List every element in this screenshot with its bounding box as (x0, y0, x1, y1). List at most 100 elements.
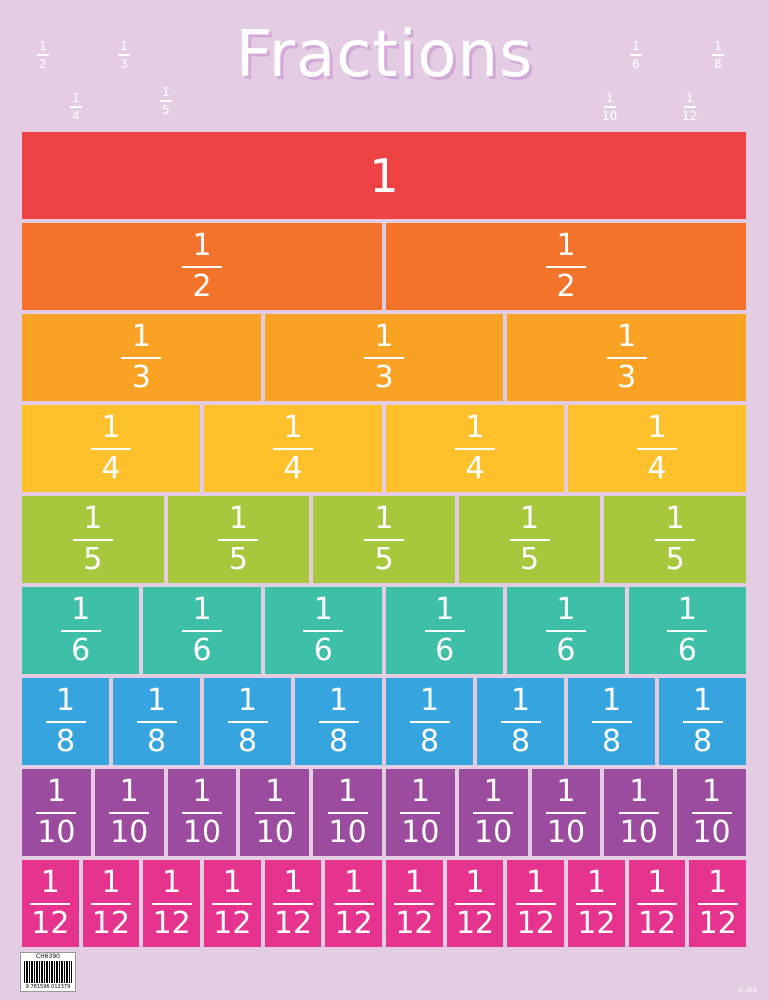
fraction-label: 1 12 (576, 864, 617, 940)
denominator: 5 (83, 542, 103, 578)
mini-fraction-bar (118, 54, 130, 56)
fraction-bar (455, 447, 495, 451)
mini-denominator: 2 (39, 56, 47, 71)
denominator: 8 (328, 724, 349, 760)
fraction-cell: 1 10 (531, 769, 601, 856)
denominator: 2 (192, 269, 212, 305)
denominator: 10 (255, 815, 294, 851)
fraction-bar (618, 811, 659, 815)
numerator: 1 (101, 409, 121, 445)
fraction-cell: 1 10 (94, 769, 164, 856)
numerator: 1 (83, 500, 103, 536)
numerator: 1 (510, 682, 531, 718)
fraction-label: 1 10 (109, 776, 150, 849)
fraction-label: 1 12 (333, 864, 374, 940)
barcode-digits: 9 781596 012379 (25, 984, 71, 990)
fraction-label: 1 10 (618, 776, 659, 849)
denominator: 8 (146, 724, 167, 760)
fraction-label: 1 12 (394, 864, 435, 940)
numerator: 1 (192, 591, 212, 627)
fraction-cell: 1 12 (143, 860, 201, 947)
denominator: 4 (465, 451, 485, 487)
fraction-bar (409, 720, 450, 724)
denominator: 4 (647, 451, 667, 487)
mini-numerator: 1 (714, 39, 722, 53)
numerator: 1 (404, 864, 424, 900)
numerator: 1 (556, 773, 576, 809)
fraction-label: 1 12 (273, 864, 314, 940)
denominator: 2 (556, 269, 576, 305)
fraction-bar (363, 538, 404, 542)
fraction-bar (182, 265, 222, 269)
denominator: 5 (520, 542, 540, 578)
fraction-cell: 1 12 (628, 860, 686, 947)
fraction-bar (637, 447, 677, 451)
denominator: 12 (213, 906, 252, 942)
fraction-bar (273, 447, 313, 451)
fraction-label: 1 12 (151, 867, 192, 942)
fraction-label: 1 10 (254, 776, 295, 851)
fraction-label: 1 12 (91, 867, 131, 940)
denominator: 12 (152, 906, 191, 942)
numerator: 1 (419, 682, 440, 718)
numerator: 1 (647, 409, 667, 445)
fraction-cell: 1 10 (22, 769, 91, 856)
denominator: 6 (677, 633, 697, 669)
fraction-cell: 1 10 (240, 769, 310, 856)
denominator: 5 (665, 542, 685, 578)
numerator: 1 (586, 864, 606, 900)
numerator: 1 (283, 864, 303, 900)
denominator: 6 (71, 633, 91, 669)
fraction-cell: 1 12 (386, 860, 443, 947)
fraction-bar (400, 811, 441, 815)
numerator: 1 (344, 864, 364, 900)
fraction-label: 1 12 (515, 864, 556, 940)
numerator: 1 (483, 773, 503, 809)
fraction-bar (318, 720, 359, 724)
numerator: 1 (526, 864, 546, 900)
page-title: Fractions (235, 18, 534, 92)
fraction-bar (333, 902, 374, 906)
fraction-bar (327, 811, 368, 815)
fraction-row: 1 10 1 10 1 10 1 10 1 10 1 10 1 10 1 10 1 10 1 10 (22, 769, 746, 856)
denominator: 4 (101, 451, 121, 487)
denominator: 8 (510, 724, 531, 760)
fraction-label: 1 10 (36, 776, 77, 851)
fraction-cell: 1 10 (385, 769, 455, 856)
denominator: 3 (131, 360, 151, 396)
fraction-cell: 1 10 (167, 769, 237, 856)
fraction-cell: 1 10 (313, 769, 382, 856)
denominator: 12 (31, 906, 70, 942)
fraction-bar (121, 356, 162, 360)
fraction-bar (36, 811, 77, 815)
barcode-lines (24, 961, 72, 983)
fraction-bar (606, 356, 647, 360)
numerator: 1 (283, 409, 303, 445)
denominator: 10 (37, 815, 76, 851)
fraction-label: 1 12 (637, 867, 678, 940)
